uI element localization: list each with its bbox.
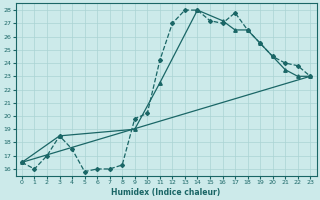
X-axis label: Humidex (Indice chaleur): Humidex (Indice chaleur)	[111, 188, 221, 197]
